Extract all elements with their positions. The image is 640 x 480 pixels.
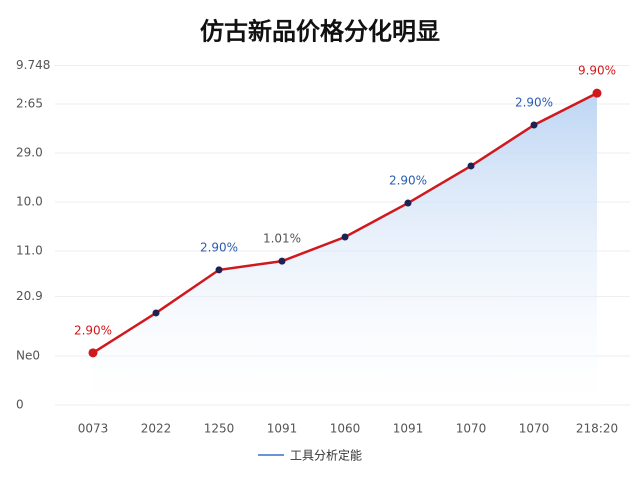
y-tick-label: 11.0 (16, 244, 43, 258)
x-tick-label: 1070 (456, 422, 487, 436)
x-tick-label: 0073 (78, 422, 109, 436)
chart-title: 仿古新品价格分化明显 (200, 17, 440, 46)
annotation: 2.90% (200, 240, 238, 254)
x-tick-label: 218:20 (576, 422, 618, 436)
y-tick-label: 0 (16, 398, 24, 412)
x-tick-label: 1091 (393, 422, 424, 436)
point (341, 233, 349, 241)
x-tick-label: 1250 (204, 422, 235, 436)
area (93, 93, 597, 406)
point (592, 88, 602, 98)
annotation: 2.90% (74, 323, 112, 337)
annotation: 2.90% (515, 96, 553, 110)
annotation: 9.90% (578, 64, 616, 78)
point (404, 199, 412, 207)
y-tick-label: 20.9 (16, 289, 43, 303)
annotation: 1.01% (263, 232, 301, 246)
y-tick-label: 9.748 (16, 58, 50, 72)
x-tick-label: 1070 (519, 422, 550, 436)
point (88, 348, 98, 358)
y-tick-label: 29.0 (16, 146, 43, 160)
y-tick-label: 10.0 (16, 195, 43, 209)
point (215, 266, 223, 274)
x-tick-label: 1060 (330, 422, 361, 436)
y-tick-label: Ne0 (16, 349, 40, 363)
point (467, 162, 475, 170)
x-tick-label: 2022 (141, 422, 172, 436)
x-tick-label: 1091 (267, 422, 298, 436)
annotation: 2.90% (389, 174, 427, 188)
point (278, 257, 286, 265)
point (152, 309, 160, 317)
point (530, 121, 538, 129)
y-tick-label: 2:65 (16, 97, 43, 111)
legend-label: 工具分析定能 (290, 448, 362, 463)
